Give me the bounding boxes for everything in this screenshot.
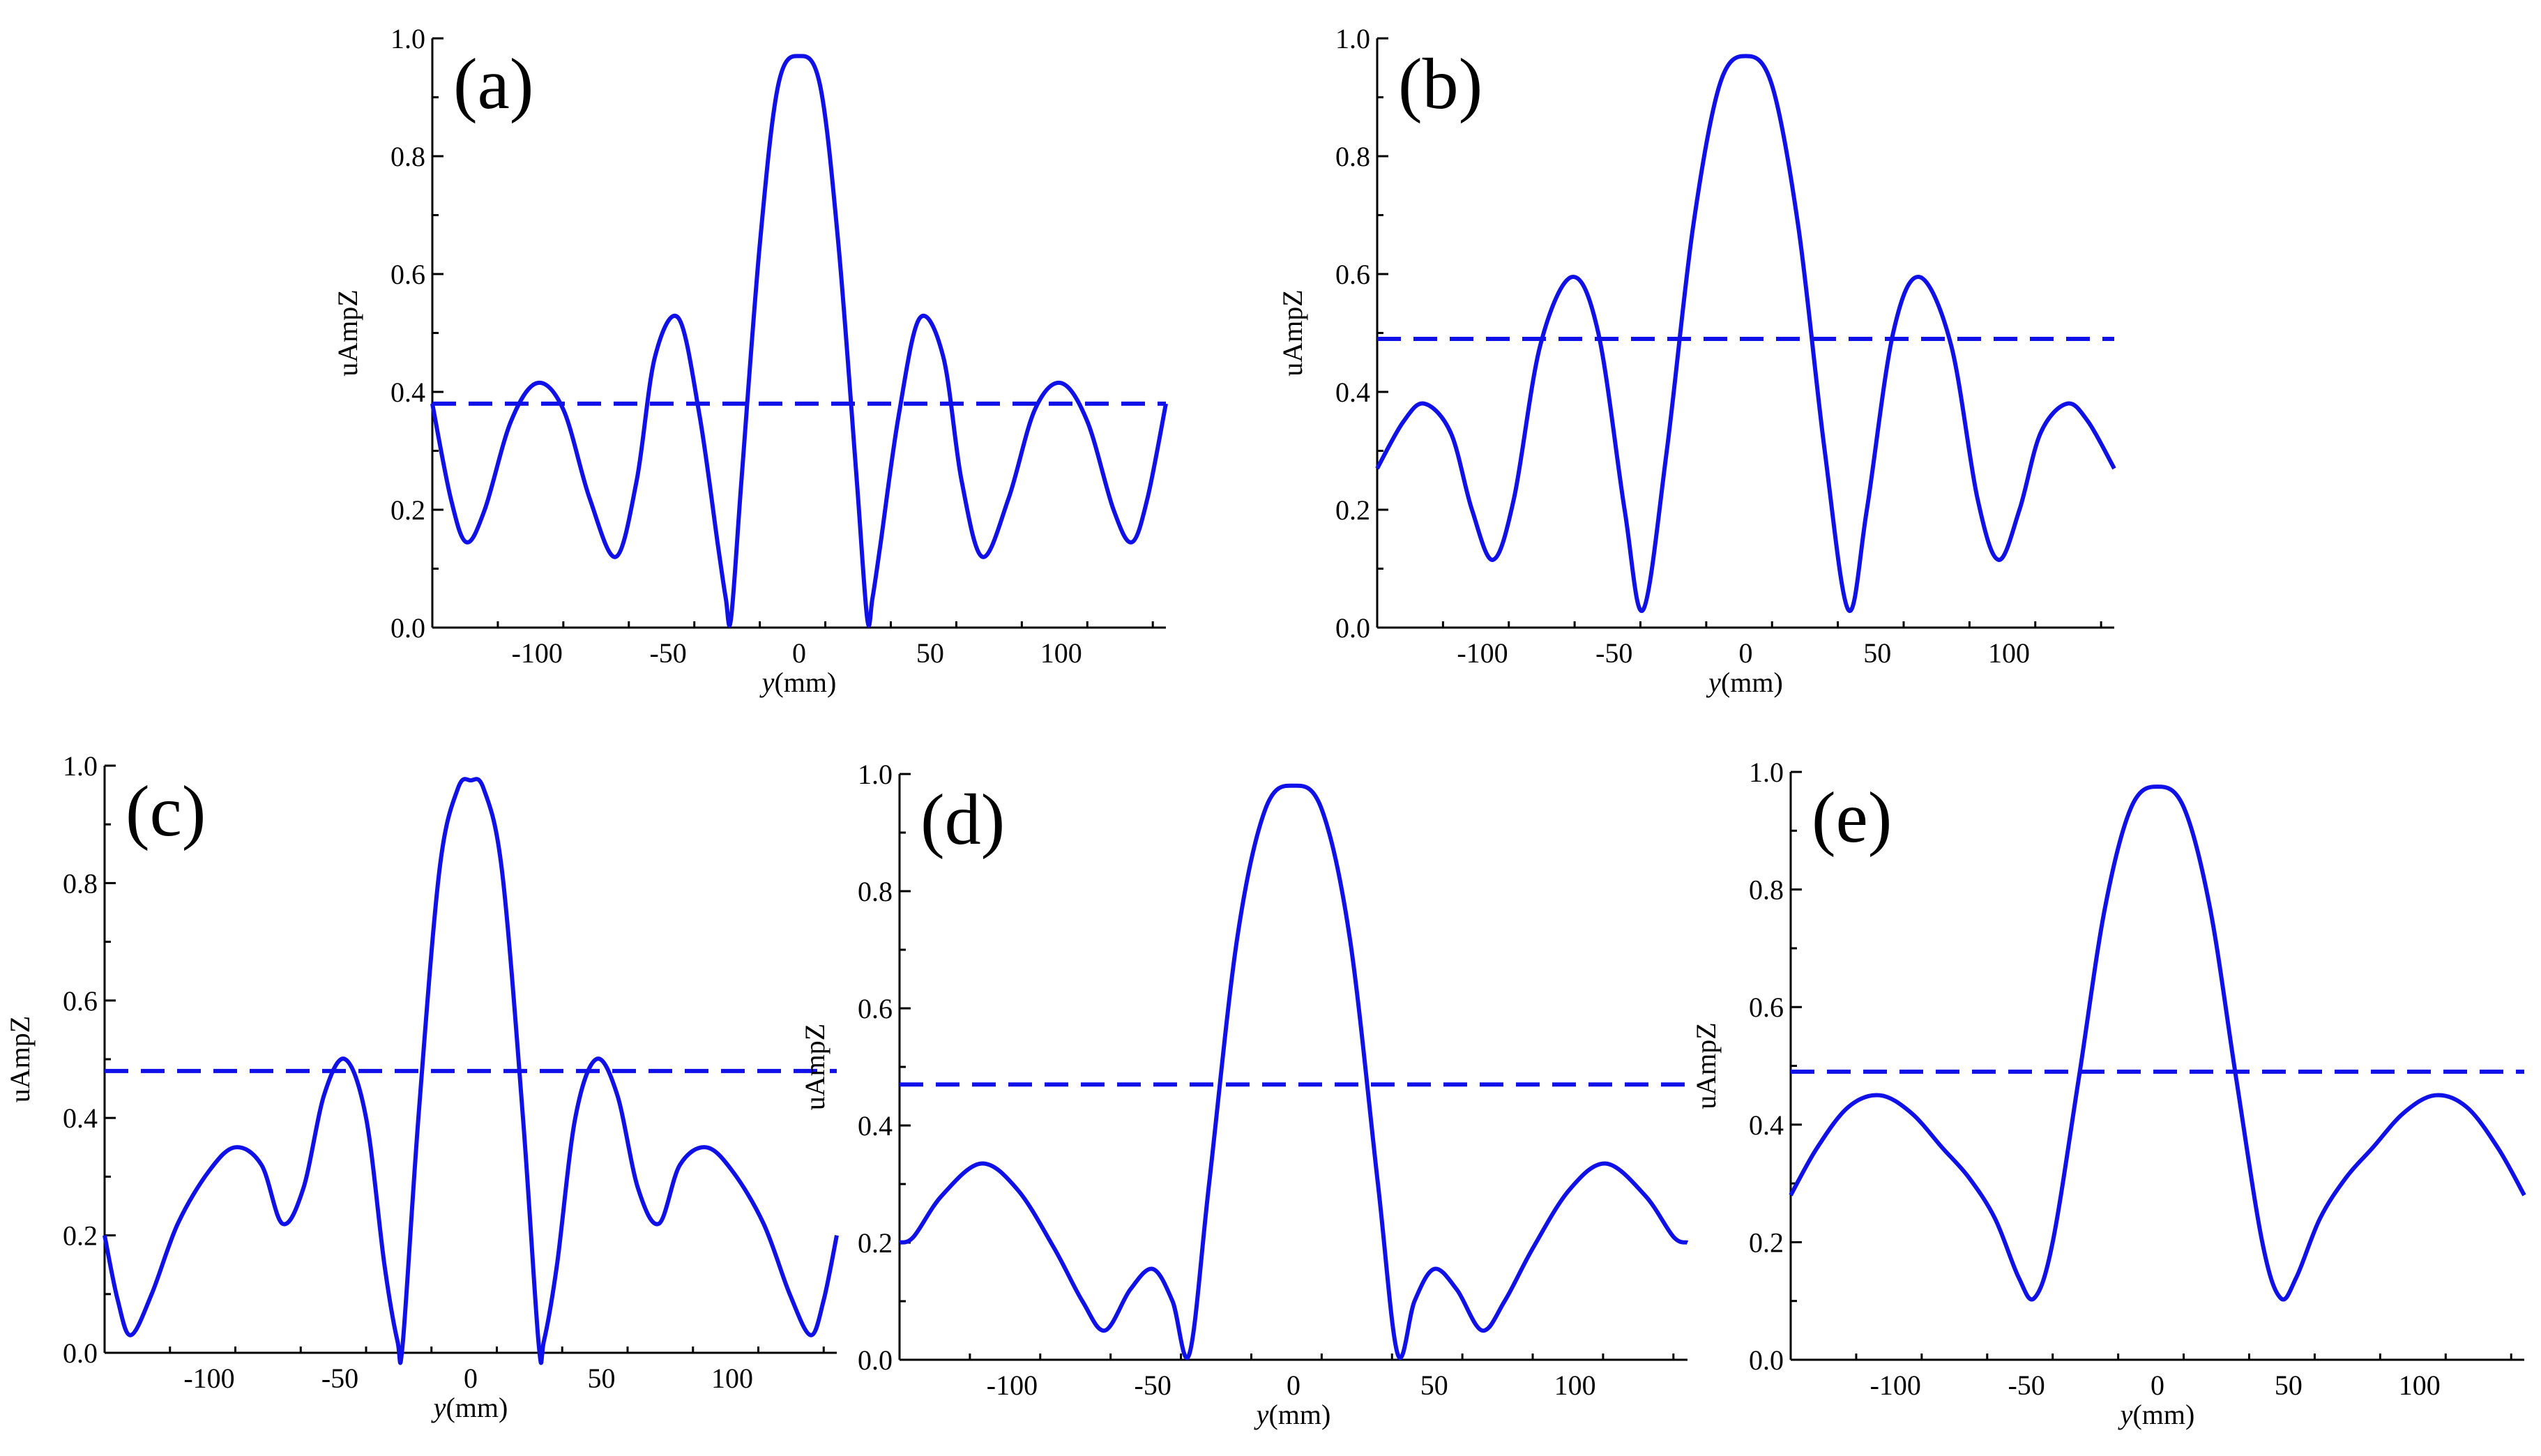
y-tick-label: 0.0: [858, 1344, 893, 1376]
y-tick-label: 0.6: [390, 259, 425, 290]
x-tick-label: -50: [321, 1363, 358, 1394]
x-tick-label: 0: [792, 637, 806, 669]
series-line: [1375, 54, 2116, 614]
y-tick-label: 0.8: [1749, 874, 1784, 906]
panel-3: -100 -50 0 50 100 0.0 0.2 0.4 0.6 0.8 1.0 y(mm) uAmp…: [4, 750, 839, 1423]
y-axis-title: uAmpZ: [1277, 289, 1308, 376]
y-tick-label: 0.8: [1335, 141, 1370, 172]
x-tick-label: 0: [1287, 1370, 1300, 1401]
panel-4: -100 -50 0 50 100 0.0 0.2 0.4 0.6 0.8 1.0 y(mm) uAmp…: [799, 759, 1689, 1430]
y-tick-label: 0.2: [390, 494, 425, 526]
y-tick-label: 0.0: [1749, 1344, 1784, 1376]
x-tick-label: 0: [2151, 1370, 2164, 1401]
series-line: [103, 777, 839, 1365]
series-line: [898, 783, 1689, 1360]
x-tick-label: 50: [916, 637, 944, 669]
y-tick-label: 0.6: [63, 985, 98, 1017]
x-tick-label: 100: [1040, 637, 1082, 669]
x-axis-unit: (mm): [2132, 1399, 2194, 1430]
y-tick-label: 0.2: [1335, 494, 1370, 526]
y-tick-label: 1.0: [390, 23, 425, 54]
y-tick-label: 0.8: [858, 876, 893, 907]
y-tick-label: 0.8: [63, 867, 98, 899]
x-axis-unit: (mm): [1268, 1399, 1330, 1430]
y-axis-title: uAmpZ: [4, 1016, 36, 1102]
y-tick-label: 0.0: [390, 612, 425, 644]
series-line: [430, 54, 1168, 628]
x-tick-label: 50: [1863, 637, 1891, 669]
y-tick-label: 0.4: [63, 1102, 98, 1134]
x-tick-label: 100: [711, 1363, 753, 1394]
x-tick-label: -100: [1870, 1370, 1921, 1401]
x-axis-unit: (mm): [774, 667, 836, 698]
y-tick-label: 1.0: [858, 759, 893, 790]
x-axis-title: y(mm): [1254, 1399, 1331, 1430]
y-tick-label: 1.0: [63, 750, 98, 782]
x-tick-label: 50: [2275, 1370, 2303, 1401]
x-tick-label: 100: [2399, 1370, 2441, 1401]
y-tick-label: 0.2: [858, 1227, 893, 1259]
y-tick-label: 0.4: [1335, 377, 1370, 408]
panel-2: -100 -50 0 50 100 0.0 0.2 0.4 0.6 0.8 1.0 y(mm) uAmp…: [1277, 23, 2116, 698]
x-axis-title: y(mm): [759, 667, 837, 698]
y-tick-label: 0.6: [1335, 259, 1370, 290]
x-axis-unit: (mm): [1721, 667, 1783, 698]
panel-label: (e): [1812, 778, 1892, 858]
x-axis-title: y(mm): [2118, 1399, 2195, 1430]
x-tick-label: 50: [1420, 1370, 1448, 1401]
y-tick-label: 0.2: [1749, 1227, 1784, 1258]
y-axis-title: uAmpZ: [1690, 1022, 1722, 1109]
panel-label: (a): [453, 44, 533, 124]
y-tick-label: 0.4: [1749, 1109, 1784, 1141]
panel-5: -100 -50 0 50 100 0.0 0.2 0.4 0.6 0.8 1.0 y(mm) uAmp…: [1690, 757, 2526, 1430]
y-axis-title: uAmpZ: [332, 289, 363, 376]
x-axis-variable: y: [759, 667, 775, 698]
x-tick-label: -100: [183, 1363, 234, 1394]
y-tick-label: 0.0: [63, 1337, 98, 1369]
x-tick-label: -50: [1135, 1370, 1171, 1401]
x-tick-label: 100: [1554, 1370, 1596, 1401]
y-tick-label: 1.0: [1749, 757, 1784, 788]
x-tick-label: -50: [649, 637, 686, 669]
x-tick-label: -100: [512, 637, 563, 669]
x-axis-variable: y: [1254, 1399, 1269, 1430]
panel-label: (b): [1398, 44, 1482, 124]
y-tick-label: 0.6: [1749, 992, 1784, 1023]
x-tick-label: 0: [1739, 637, 1753, 669]
x-tick-label: 50: [588, 1363, 616, 1394]
y-tick-label: 0.0: [1335, 612, 1370, 644]
y-axis-title: uAmpZ: [799, 1024, 830, 1110]
x-axis-variable: y: [1706, 667, 1721, 698]
x-axis-variable: y: [431, 1392, 446, 1423]
x-axis-title: y(mm): [1706, 667, 1783, 698]
y-tick-label: 1.0: [1335, 23, 1370, 54]
x-tick-label: 100: [1988, 637, 2030, 669]
x-tick-label: 0: [464, 1363, 478, 1394]
x-tick-label: -100: [1457, 637, 1508, 669]
panel-label: (d): [920, 780, 1005, 860]
x-tick-label: -50: [1595, 637, 1632, 669]
panel-1: -100 -50 0 50 100 0.0 0.2 0.4 0.6 0.8 1.0 y(mm) uAmp…: [332, 23, 1168, 698]
x-axis-variable: y: [2118, 1399, 2133, 1430]
y-tick-label: 0.6: [858, 993, 893, 1024]
y-tick-label: 0.4: [858, 1110, 893, 1142]
x-tick-label: -100: [987, 1370, 1038, 1401]
x-axis-title: y(mm): [431, 1392, 508, 1423]
y-tick-label: 0.2: [63, 1220, 98, 1252]
x-tick-label: -50: [2008, 1370, 2045, 1401]
series-line: [1789, 784, 2526, 1302]
x-axis-unit: (mm): [446, 1392, 508, 1423]
y-tick-label: 0.8: [390, 141, 425, 172]
panel-label: (c): [126, 771, 206, 851]
y-tick-label: 0.4: [390, 377, 425, 408]
